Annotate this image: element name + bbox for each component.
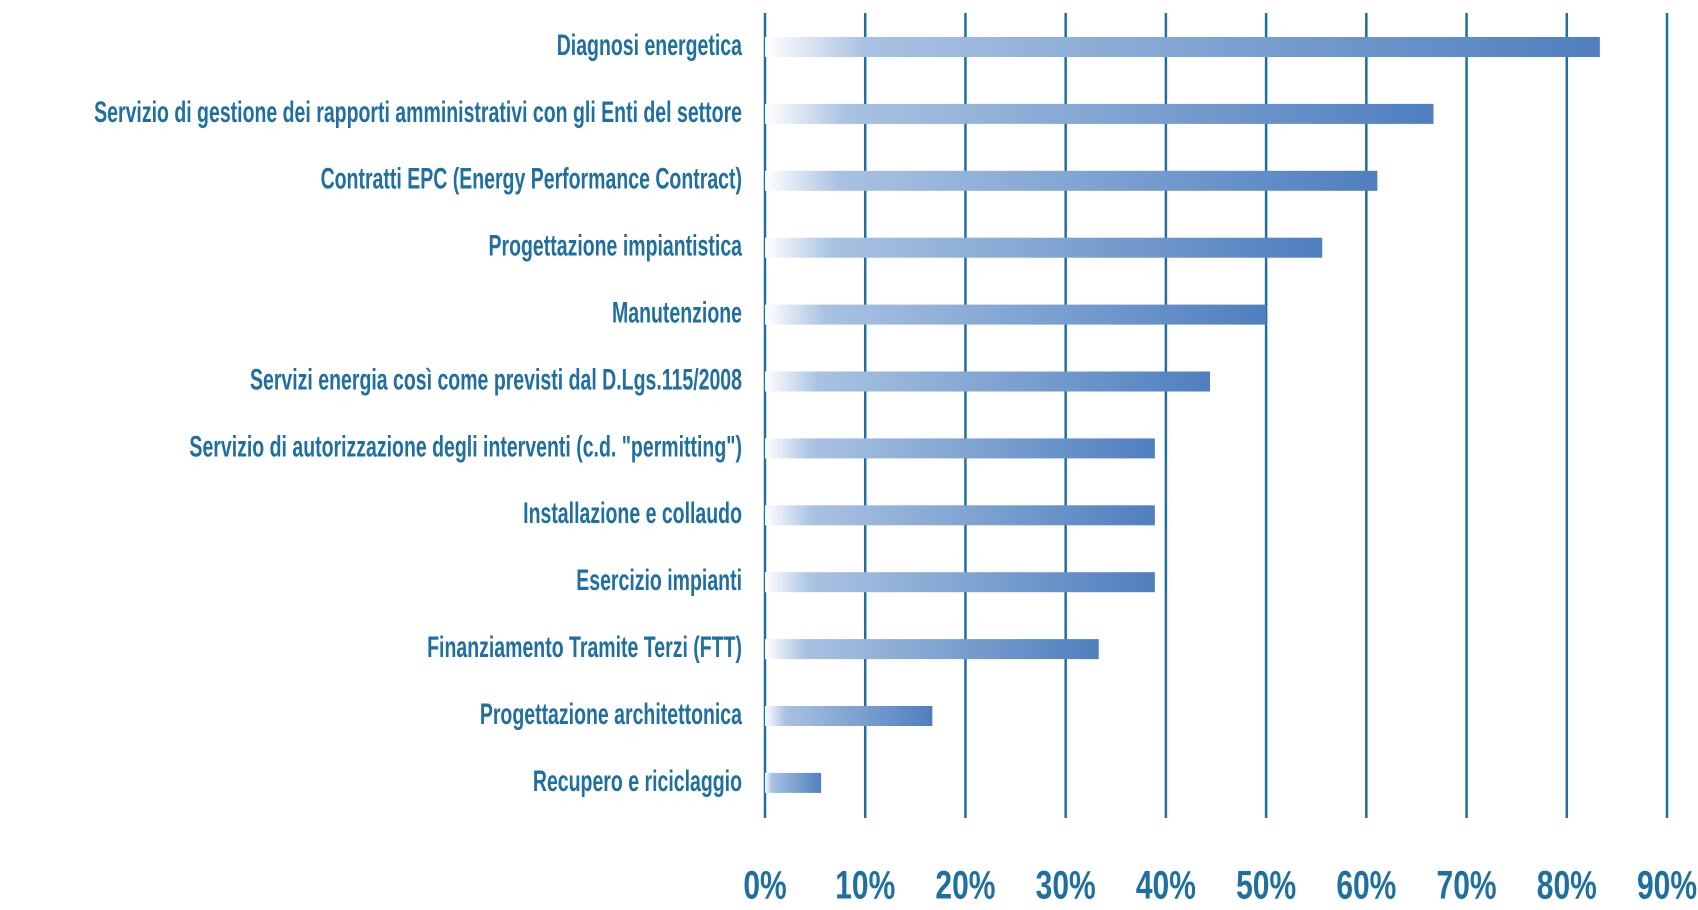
y-tick-label: Recupero e riciclaggio: [533, 765, 742, 798]
y-tick-label: Diagnosi energetica: [557, 29, 743, 62]
x-tick-group: 80%: [1537, 863, 1597, 907]
x-tick-label: 30%: [1036, 863, 1096, 907]
y-tick-label: Installazione e collaudo: [523, 497, 742, 530]
category-group: Diagnosi energetica: [557, 29, 743, 62]
x-tick-group: 90%: [1637, 863, 1697, 907]
bar: [765, 772, 822, 793]
x-tick-label: 70%: [1437, 863, 1497, 907]
bar: [765, 572, 1155, 593]
bar: [765, 304, 1267, 325]
x-tick-group: 20%: [935, 863, 995, 907]
x-tick-label: 90%: [1637, 863, 1697, 907]
bar: [765, 505, 1155, 526]
bar: [765, 103, 1434, 124]
y-tick-label: Servizio di gestione dei rapporti ammini…: [94, 96, 742, 129]
x-tick-label: 20%: [935, 863, 995, 907]
x-tick-group: 10%: [835, 863, 895, 907]
category-group: Recupero e riciclaggio: [533, 765, 742, 798]
bar: [765, 371, 1210, 392]
x-tick-group: 40%: [1136, 863, 1196, 907]
x-tick-group: 60%: [1336, 863, 1396, 907]
category-group: Servizio di gestione dei rapporti ammini…: [94, 96, 742, 129]
y-tick-label: Manutenzione: [612, 296, 742, 329]
category-group: Finanziamento Tramite Terzi (FTT): [427, 631, 742, 664]
x-tick-group: 70%: [1437, 863, 1497, 907]
x-tick-group: 0%: [743, 863, 786, 907]
x-tick-label: 0%: [743, 863, 786, 907]
bar: [765, 438, 1155, 459]
x-tick-label: 40%: [1136, 863, 1196, 907]
category-group: Progettazione architettonica: [480, 698, 743, 731]
y-tick-label: Servizio di autorizzazione degli interve…: [189, 430, 742, 463]
bar: [765, 706, 933, 726]
y-tick-label: Progettazione impiantistica: [488, 230, 742, 263]
category-group: Installazione e collaudo: [523, 497, 742, 530]
category-group: Progettazione impiantistica: [488, 230, 742, 263]
bar: [765, 37, 1600, 57]
y-tick-label: Servizi energia così come previsti dal D…: [250, 363, 742, 396]
category-group: Manutenzione: [612, 296, 742, 329]
y-tick-label: Progettazione architettonica: [480, 698, 743, 731]
x-tick-label: 80%: [1537, 863, 1597, 907]
category-group: Contratti EPC (Energy Performance Contra…: [321, 163, 742, 196]
category-group: Servizio di autorizzazione degli interve…: [189, 430, 742, 463]
x-tick-group: 50%: [1236, 863, 1296, 907]
category-group: Servizi energia così come previsti dal D…: [250, 363, 742, 396]
y-tick-label: Contratti EPC (Energy Performance Contra…: [321, 163, 742, 196]
bar: [765, 237, 1323, 258]
x-tick-label: 60%: [1336, 863, 1396, 907]
x-tick-label: 50%: [1236, 863, 1296, 907]
y-tick-label: Finanziamento Tramite Terzi (FTT): [427, 631, 742, 664]
x-tick-label: 10%: [835, 863, 895, 907]
bar: [765, 170, 1378, 191]
y-tick-label: Esercizio impianti: [576, 564, 742, 597]
category-group: Esercizio impianti: [576, 564, 742, 597]
x-tick-group: 30%: [1036, 863, 1096, 907]
bar: [765, 639, 1099, 660]
